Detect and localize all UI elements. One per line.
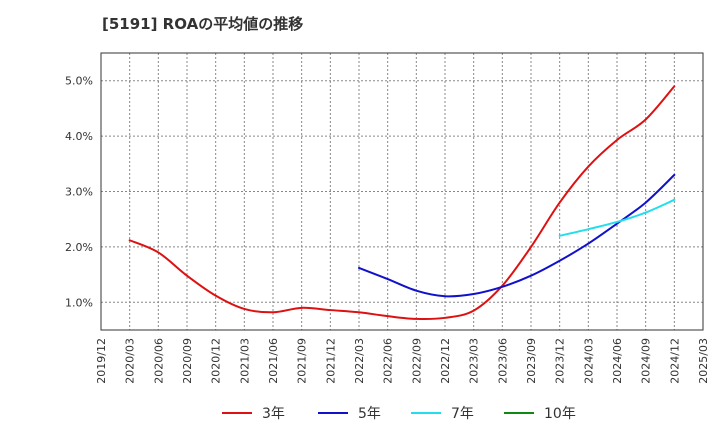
plot-border	[100, 52, 704, 331]
legend-item-3y: 3年	[222, 403, 285, 423]
legend-item-5y: 5年	[318, 403, 381, 423]
y-tick-label: 1.0%	[65, 296, 93, 309]
series-lines	[128, 85, 676, 321]
legend-swatch-5y	[318, 412, 348, 414]
x-tick-label: 2020/12	[210, 338, 223, 384]
x-tick-label: 2019/12	[95, 338, 108, 384]
x-tick-label: 2021/03	[238, 338, 251, 384]
y-tick-label: 2.0%	[65, 241, 93, 254]
x-tick-label: 2022/12	[439, 338, 452, 384]
legend-swatch-10y	[504, 412, 534, 414]
x-tick-label: 2022/03	[353, 338, 366, 384]
x-axis-ticks: 2019/12 2020/03 2020/06 2020/09 2020/12 2021/…	[95, 338, 710, 384]
x-tick-label: 2020/03	[124, 338, 137, 384]
x-tick-label: 2020/09	[181, 338, 194, 384]
y-tick-label: 3.0%	[65, 186, 93, 199]
legend-swatch-3y	[222, 412, 252, 414]
x-tick-label: 2024/09	[640, 338, 653, 384]
legend-item-7y: 7年	[411, 403, 474, 423]
x-tick-label: 2024/03	[582, 338, 595, 384]
y-tick-label: 5.0%	[65, 75, 93, 88]
x-tick-label: 2021/06	[267, 338, 280, 384]
x-tick-label: 2020/06	[152, 338, 165, 384]
legend-label-5y: 5年	[358, 406, 381, 422]
x-tick-label: 2023/06	[496, 338, 509, 384]
legend: 3年 5年 7年 10年	[0, 403, 720, 427]
x-tick-label: 2022/09	[410, 338, 423, 384]
x-tick-label: 2023/09	[525, 338, 538, 384]
x-tick-label: 2024/12	[668, 338, 681, 384]
x-tick-label: 2022/06	[382, 338, 395, 384]
legend-label-7y: 7年	[451, 406, 474, 422]
x-tick-label: 2023/03	[468, 338, 481, 384]
series-line-3	[558, 198, 676, 237]
x-tick-label: 2025/03	[697, 338, 710, 384]
legend-swatch-7y	[411, 412, 441, 414]
y-axis-ticks: 1.0% 2.0% 3.0% 4.0% 5.0%	[65, 75, 93, 310]
grid-lines	[100, 53, 704, 330]
x-tick-label: 2021/09	[296, 338, 309, 384]
x-tick-label: 2024/06	[611, 338, 624, 384]
y-tick-label: 4.0%	[65, 130, 93, 143]
legend-item-10y: 10年	[504, 403, 576, 423]
x-tick-label: 2023/12	[554, 338, 567, 384]
series-line-1	[128, 85, 676, 321]
legend-label-10y: 10年	[544, 406, 576, 422]
legend-label-3y: 3年	[262, 406, 285, 422]
chart-title: [5191] ROAの平均値の推移	[102, 15, 304, 33]
x-tick-label: 2021/12	[324, 338, 337, 384]
